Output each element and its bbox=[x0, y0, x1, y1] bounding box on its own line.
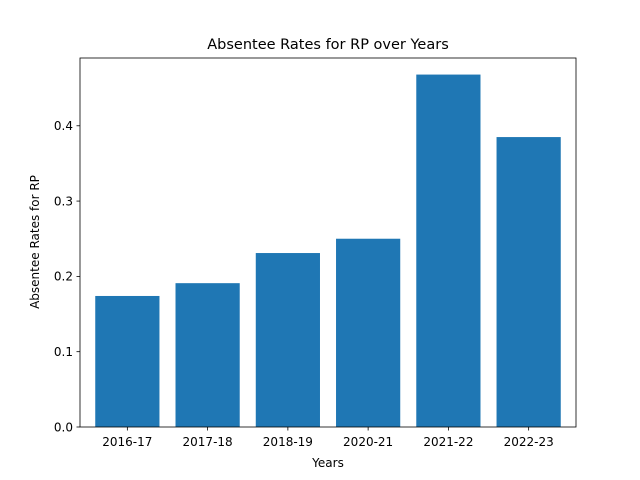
plot-frame bbox=[79, 57, 577, 428]
bar-2016-17 bbox=[95, 295, 160, 427]
y-tick-label: 0.0 bbox=[54, 420, 73, 434]
y-tick-label: 0.1 bbox=[54, 345, 73, 359]
x-tick-label: 2021-22 bbox=[423, 435, 473, 449]
x-tick-label: 2020-21 bbox=[343, 435, 393, 449]
y-tick-label: 0.2 bbox=[54, 270, 73, 284]
y-axis: 0.0 0.1 0.2 0.3 0.4 bbox=[54, 119, 80, 434]
x-tick-label: 2017-18 bbox=[183, 435, 233, 449]
y-axis-label: Absentee Rates for RP bbox=[28, 175, 42, 309]
bars-layer bbox=[95, 74, 561, 427]
bar-2017-18 bbox=[175, 283, 240, 427]
bar-2021-22 bbox=[416, 74, 481, 427]
bar-2022-23 bbox=[496, 137, 561, 427]
x-axis: 2016-17 2017-18 2018-19 2020-21 2021-22 2022-… bbox=[102, 427, 554, 449]
x-tick-label: 2022-23 bbox=[504, 435, 554, 449]
x-axis-label: Years bbox=[311, 456, 344, 470]
chart-title: Absentee Rates for RP over Years bbox=[207, 37, 449, 53]
y-tick-label: 0.3 bbox=[54, 194, 73, 208]
y-tick-label: 0.4 bbox=[54, 119, 73, 133]
bar-2020-21 bbox=[336, 238, 401, 427]
x-tick-label: 2016-17 bbox=[102, 435, 152, 449]
bar-2018-19 bbox=[255, 253, 320, 427]
x-tick-label: 2018-19 bbox=[263, 435, 313, 449]
